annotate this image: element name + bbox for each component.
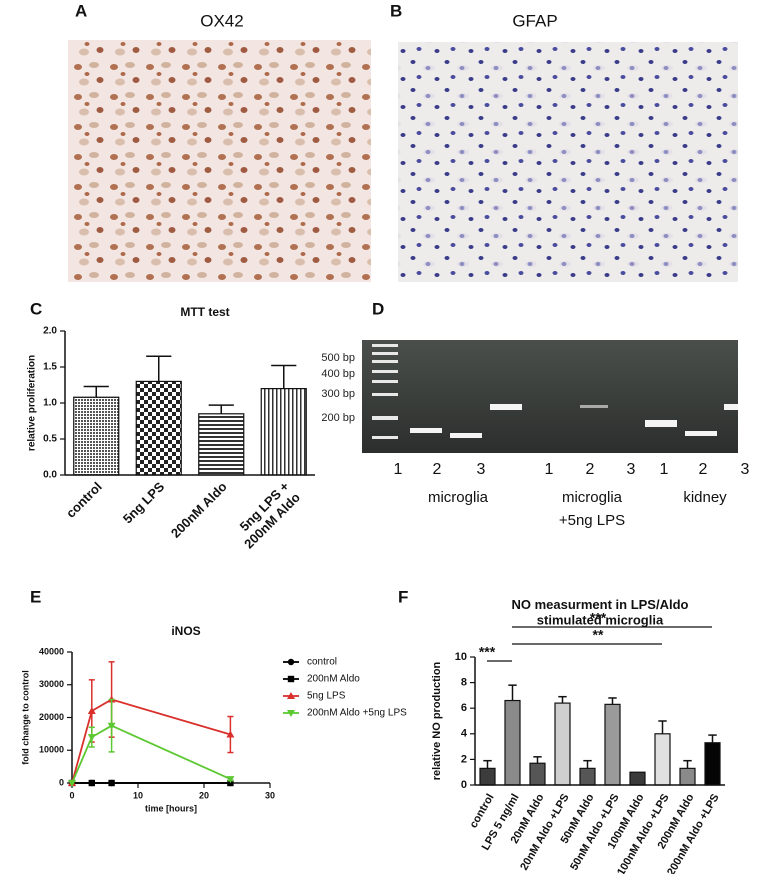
x-tick-label: 20 xyxy=(199,790,209,800)
lane-number: 1 xyxy=(545,461,554,478)
size-marker: 500 bp xyxy=(321,352,355,364)
panel-title: GFAP xyxy=(512,11,557,30)
micrograph-cells xyxy=(68,40,371,282)
bar xyxy=(679,767,696,786)
group-label: microglia xyxy=(428,489,489,506)
y-axis-label: fold change to control xyxy=(20,670,30,765)
bar xyxy=(260,388,307,476)
line xyxy=(71,724,231,784)
bar xyxy=(654,733,671,786)
group-label: +5ng LPS xyxy=(559,512,625,529)
y-tick-label: 10000 xyxy=(39,745,64,755)
lane-number: 3 xyxy=(627,461,636,478)
y-tick-label: 4 xyxy=(461,728,468,740)
marker xyxy=(287,675,295,683)
y-tick-label: 0 xyxy=(461,779,467,791)
lane-number: 1 xyxy=(394,461,403,478)
y-tick-label: 1.5 xyxy=(43,362,57,373)
bar xyxy=(704,742,721,786)
y-tick-label: 1.0 xyxy=(43,398,57,409)
gel-ladder xyxy=(372,344,398,439)
x-tick-label: 10 xyxy=(133,790,143,800)
bar xyxy=(554,702,571,786)
size-marker: 300 bp xyxy=(321,388,355,400)
legend-label: 200nM Aldo +5ng LPS xyxy=(307,708,407,719)
y-tick-label: 0.5 xyxy=(43,434,57,445)
marker xyxy=(68,780,76,787)
significance-label: ** xyxy=(593,627,604,643)
legend-label: 5ng LPS xyxy=(307,691,346,702)
group-label: microglia xyxy=(562,489,623,506)
legend-label: control xyxy=(307,657,337,668)
line xyxy=(71,698,231,784)
x-tick-label: 5ng LPS xyxy=(120,479,168,527)
marker xyxy=(107,722,116,730)
bar xyxy=(529,762,546,786)
gel-bands xyxy=(410,404,738,438)
legend-label: 200nM Aldo xyxy=(307,674,360,685)
bar xyxy=(579,767,596,786)
size-marker: 400 bp xyxy=(321,368,355,380)
chart-title: NO measurment in LPS/Aldo stimulated micr… xyxy=(512,597,689,628)
panel-label: F xyxy=(398,587,408,606)
bar xyxy=(479,767,496,786)
y-tick-label: 6 xyxy=(461,702,467,714)
y-tick-label: 0 xyxy=(59,777,64,787)
y-tick-label: 0.0 xyxy=(43,470,57,481)
significance-label: *** xyxy=(590,610,607,626)
significance-label: *** xyxy=(479,644,496,660)
micrograph-cells xyxy=(398,42,738,282)
bar xyxy=(198,413,245,476)
lane-number: 2 xyxy=(586,461,595,478)
x-tick-label: 200nM Aldo xyxy=(168,479,230,541)
y-tick-label: 40000 xyxy=(39,646,64,656)
gel-image xyxy=(362,340,738,453)
chart-title: MTT test xyxy=(180,305,229,319)
x-tick-label: 5ng LPS +200nM Aldo xyxy=(230,479,303,552)
bar xyxy=(135,380,182,476)
panel-label: D xyxy=(372,299,384,318)
panel-label: E xyxy=(30,587,41,606)
y-axis-label: relative NO production xyxy=(431,661,443,780)
y-axis-label: relative proliferation xyxy=(27,355,38,451)
bar xyxy=(73,396,120,476)
marker xyxy=(287,658,295,666)
marker xyxy=(287,692,295,699)
panel-label: C xyxy=(30,299,42,318)
x-tick-label: control xyxy=(63,479,105,521)
marker xyxy=(226,776,235,784)
x-axis-label: time [hours] xyxy=(145,803,197,813)
panel-label: A xyxy=(75,1,87,20)
marker xyxy=(108,779,115,787)
bar xyxy=(504,699,521,786)
y-tick-label: 10 xyxy=(455,651,467,663)
lane-number: 2 xyxy=(699,461,708,478)
x-tick-label: 0 xyxy=(69,790,74,800)
x-tick-label: 30 xyxy=(265,790,275,800)
panel-label: B xyxy=(390,1,402,20)
group-label: kidney xyxy=(683,489,727,506)
marker xyxy=(87,706,96,714)
marker xyxy=(226,730,235,738)
lane-number: 3 xyxy=(741,461,750,478)
y-tick-label: 2.0 xyxy=(43,326,57,337)
lane-number: 1 xyxy=(660,461,669,478)
panel-title: OX42 xyxy=(200,11,243,30)
size-marker: 200 bp xyxy=(321,412,355,424)
y-tick-label: 8 xyxy=(461,677,467,689)
lane-number: 3 xyxy=(477,461,486,478)
marker xyxy=(287,710,295,717)
marker xyxy=(87,734,96,742)
y-tick-label: 30000 xyxy=(39,679,64,689)
bar xyxy=(629,771,646,786)
significance xyxy=(487,626,712,662)
chart-title: iNOS xyxy=(171,624,200,638)
marker xyxy=(88,779,95,787)
y-tick-label: 2 xyxy=(461,753,467,765)
lane-number: 2 xyxy=(433,461,442,478)
y-tick-label: 20000 xyxy=(39,712,64,722)
bar xyxy=(604,703,621,786)
